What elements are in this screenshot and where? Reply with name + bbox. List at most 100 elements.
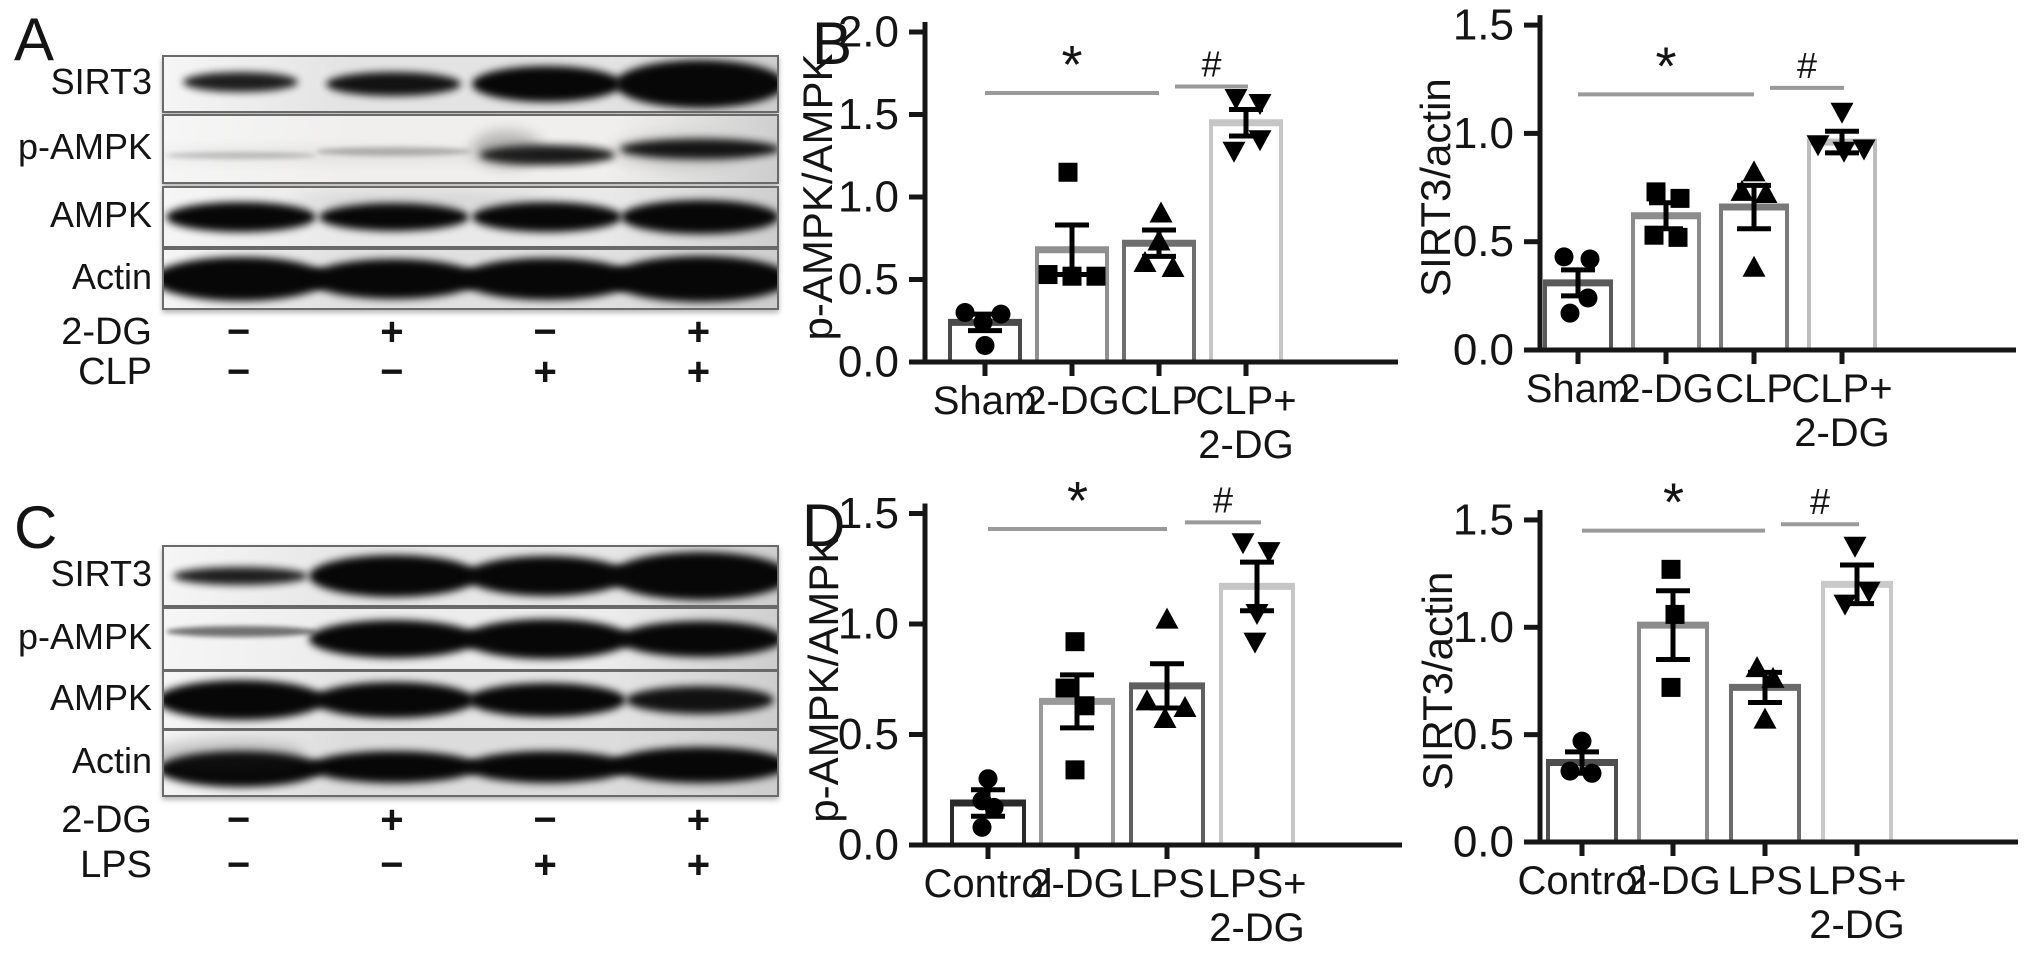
blot-row-label-ampk: AMPK [49, 194, 152, 235]
blot-band [468, 683, 627, 717]
panel-label-b: B [812, 10, 853, 77]
data-point-triangle-up [1147, 229, 1171, 251]
data-point-triangle-up [1173, 695, 1197, 717]
blot-strip-c-p-ampk [162, 607, 779, 671]
condition-label-2-dg: 2-DG [61, 798, 152, 841]
data-point-triangle-down [1833, 594, 1857, 616]
blot-band [164, 751, 324, 787]
plus-sign: + [686, 798, 711, 842]
x-category-label: 2-DG [1198, 423, 1294, 467]
significance-label: * [1067, 471, 1088, 531]
y-tick-label: 2.0 [838, 8, 899, 57]
bar [1219, 584, 1295, 847]
plus-sign: + [533, 843, 557, 887]
significance-label: # [1201, 43, 1221, 84]
data-point-circle [1580, 249, 1600, 269]
blot-band [308, 620, 479, 658]
condition-label-lps: LPS [80, 843, 152, 886]
blot-band [165, 151, 316, 159]
x-category-label: LPS [1129, 862, 1205, 906]
data-point-square [1086, 266, 1106, 286]
y-tick-label: 0.5 [838, 710, 899, 759]
blot-row-label-sirt3: SIRT3 [50, 61, 152, 102]
data-point-circle [972, 817, 992, 837]
data-point-triangle-down [1806, 135, 1830, 157]
data-point-circle [978, 769, 998, 789]
data-point-triangle-down [1857, 581, 1881, 603]
x-category-label: LPS+ [1208, 862, 1307, 906]
blot-band [307, 259, 480, 299]
blot-row-label-p-ampk: p-AMPK [17, 616, 152, 657]
y-tick-label: 1.0 [838, 600, 899, 649]
significance-label: * [1663, 473, 1684, 533]
x-category-label: 2-DG [1618, 367, 1714, 411]
bar [1209, 120, 1283, 364]
x-category-label: 2-DG [1625, 859, 1721, 903]
data-point-circle [973, 312, 993, 332]
y-axis-title: SIRT3/actin [1414, 572, 1461, 791]
blot-band [464, 751, 630, 783]
data-point-square [1646, 182, 1666, 202]
data-point-triangle-down [1243, 632, 1267, 654]
data-point-circle [975, 336, 995, 355]
data-point-square [1665, 604, 1685, 624]
blot-smudge [608, 135, 749, 166]
data-point-circle [991, 304, 1011, 324]
plus-sign: + [686, 310, 711, 354]
data-point-triangle-up [1742, 160, 1766, 182]
blot-band [466, 556, 629, 596]
bar [1631, 213, 1701, 352]
x-category-label: Control [1518, 859, 1647, 903]
data-point-circle [1554, 247, 1574, 267]
condition-label-2-dg: 2-DG [61, 310, 152, 353]
x-category-label: 2-DG [1024, 379, 1120, 423]
x-category-label: 2-DG [1809, 903, 1905, 947]
y-tick-label: 0.0 [1453, 326, 1514, 375]
y-tick-label: 0.5 [838, 255, 899, 304]
x-category-label: CLP+ [1195, 379, 1296, 423]
x-category-label: LPS [1727, 859, 1803, 903]
blot-band [173, 567, 309, 585]
minus-sign: − [533, 310, 557, 354]
blot-band [316, 146, 472, 156]
data-point-triangle-down [1257, 542, 1281, 564]
data-point-triangle-up [1135, 689, 1159, 711]
data-point-triangle-up [1745, 656, 1769, 678]
data-point-circle [1560, 761, 1580, 781]
blot-row-label-actin: Actin [71, 256, 152, 297]
significance-label: * [1061, 35, 1082, 95]
y-tick-label: 0.0 [838, 338, 899, 387]
blot-strip-a-p-ampk [162, 114, 779, 184]
blot-band [615, 60, 777, 108]
minus-sign: − [226, 350, 251, 394]
plus-sign: + [533, 350, 557, 394]
blot-band [472, 202, 623, 232]
data-point-circle [1578, 288, 1598, 308]
blot-band [626, 686, 775, 714]
plus-sign: + [380, 310, 404, 354]
x-category-label: 2-DG [1029, 862, 1125, 906]
minus-sign: − [380, 843, 404, 887]
blot-band [479, 145, 615, 165]
panel-label-c: C [14, 494, 58, 561]
x-category-label: LPS+ [1808, 859, 1907, 903]
blot-row-label-ampk: AMPK [49, 677, 152, 718]
y-tick-label: 1.0 [1453, 109, 1514, 158]
x-category-label: 2-DG [1794, 411, 1890, 455]
y-tick-label: 1.5 [838, 90, 899, 139]
data-point-triangle-down [1248, 93, 1272, 115]
blot-band [326, 72, 462, 96]
data-point-triangle-up [1742, 255, 1766, 277]
blot-band [308, 555, 479, 597]
blot-band [472, 66, 623, 102]
blot-smudge [472, 130, 543, 167]
data-point-triangle-down [1852, 139, 1876, 161]
y-tick-label: 0.5 [1453, 710, 1514, 759]
data-point-triangle-up [1155, 607, 1179, 629]
blot-strip-a-sirt3 [162, 55, 779, 113]
blot-row-label-p-ampk: p-AMPK [17, 126, 152, 167]
